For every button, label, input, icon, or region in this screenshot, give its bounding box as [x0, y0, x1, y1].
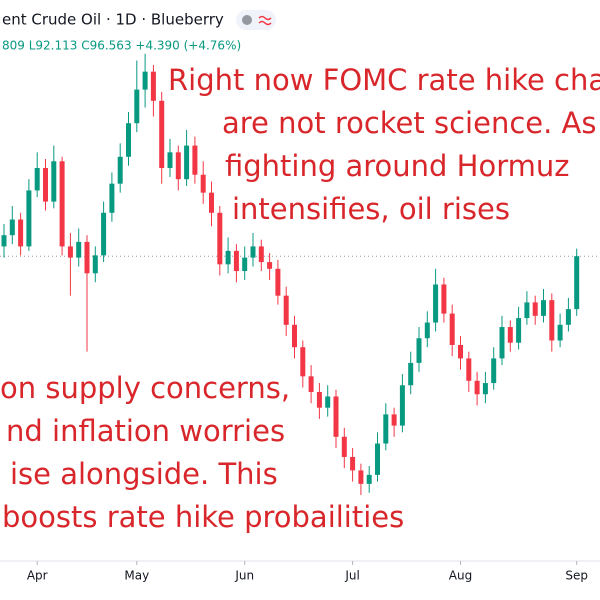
candle-body: [366, 474, 372, 484]
candle-body: [134, 89, 140, 124]
candle-body: [59, 161, 65, 247]
candle-body: [532, 302, 538, 316]
candle-body: [184, 145, 190, 180]
candle-body: [175, 152, 181, 180]
x-tick-label: Jun: [234, 569, 254, 583]
candle-body: [109, 183, 115, 213]
candle-body: [458, 344, 463, 359]
candle-body: [242, 257, 248, 272]
annotation: Right now FOMC rate hike cha: [168, 63, 600, 97]
candle-body: [549, 300, 555, 341]
annotation: ise alongside. This: [10, 457, 278, 491]
candle-body: [491, 358, 497, 384]
candle-body: [51, 161, 57, 202]
candle-body: [482, 383, 488, 395]
candle-body: [416, 338, 422, 363]
candle-body: [424, 322, 430, 339]
candle-body: [200, 174, 206, 193]
candle-body: [474, 380, 480, 395]
candle-body: [43, 168, 48, 202]
chart-title: ent Crude Oil · 1D · Blueberry: [2, 11, 224, 29]
candle-body: [258, 246, 264, 263]
candle-body: [399, 385, 405, 426]
candle-body: [524, 302, 530, 319]
candle-body: [117, 156, 123, 184]
candle-body: [383, 414, 389, 444]
candle-body: [408, 362, 414, 386]
candle-body: [267, 262, 273, 269]
candle-body: [300, 347, 306, 377]
candle-body: [159, 100, 165, 168]
x-tick-label: Jul: [344, 569, 359, 583]
x-tick-label: Sep: [565, 569, 588, 583]
candle-body: [325, 396, 331, 408]
candle-body: [557, 324, 563, 341]
candle-body: [209, 192, 214, 213]
candle-body: [9, 219, 15, 236]
candle-body: [466, 358, 472, 381]
candle-body: [316, 392, 322, 408]
candle-body: [84, 241, 90, 274]
candle-body: [26, 190, 32, 247]
candle-body: [34, 168, 40, 191]
annotation: fighting around Hormuz: [225, 149, 570, 183]
x-tick-label: May: [124, 569, 149, 583]
candle-body: [499, 327, 505, 359]
candle-body: [308, 376, 314, 392]
indicator-pill: [236, 10, 276, 30]
candle-body: [283, 295, 289, 325]
annotation: are not rocket science. As: [222, 106, 597, 140]
candle-body: [233, 250, 239, 272]
candle-body: [101, 212, 107, 256]
candle-body: [225, 250, 231, 265]
candle-body: [441, 284, 447, 314]
candle-body: [574, 256, 580, 310]
candle-body: [391, 414, 397, 426]
chart-subtitle: 809 L92.113 C96.563 +4.390 (+4.76%): [2, 39, 241, 53]
candle-body: [1, 235, 7, 247]
x-tick-label: Aug: [449, 569, 472, 583]
candle-body: [217, 212, 223, 265]
candle-body: [142, 71, 148, 90]
candle-body: [18, 219, 24, 247]
candle-body: [126, 123, 131, 157]
x-tick-label: Apr: [27, 569, 48, 583]
candle-body: [541, 300, 546, 316]
candle-body: [358, 470, 364, 484]
candle-body: [507, 327, 513, 343]
annotation: intensifies, oil rises: [232, 192, 510, 226]
candle-body: [150, 71, 156, 101]
annotation: nd inflation worries: [6, 414, 285, 448]
candle-body: [76, 241, 82, 258]
candle-body: [192, 145, 198, 175]
pill-bg: [236, 10, 276, 30]
candle-body: [292, 324, 297, 348]
candle-body: [167, 152, 173, 168]
annotation: on supply concerns,: [0, 371, 290, 405]
pill-wave: [258, 15, 272, 26]
candle-body: [565, 309, 571, 325]
candle-body: [250, 246, 256, 258]
candle-body: [516, 318, 522, 343]
candle-body: [275, 268, 281, 296]
candle-body: [433, 284, 439, 323]
pill-dot: [242, 15, 252, 25]
candle-body: [333, 396, 339, 437]
candles: [0, 53, 600, 496]
candle-body: [350, 456, 356, 471]
candle-body: [375, 443, 380, 475]
candle-body: [449, 313, 455, 345]
annotation: boosts rate hike probailities: [2, 500, 404, 534]
candle-body: [341, 436, 347, 457]
candle-body: [92, 255, 98, 274]
candle-body: [67, 246, 73, 258]
